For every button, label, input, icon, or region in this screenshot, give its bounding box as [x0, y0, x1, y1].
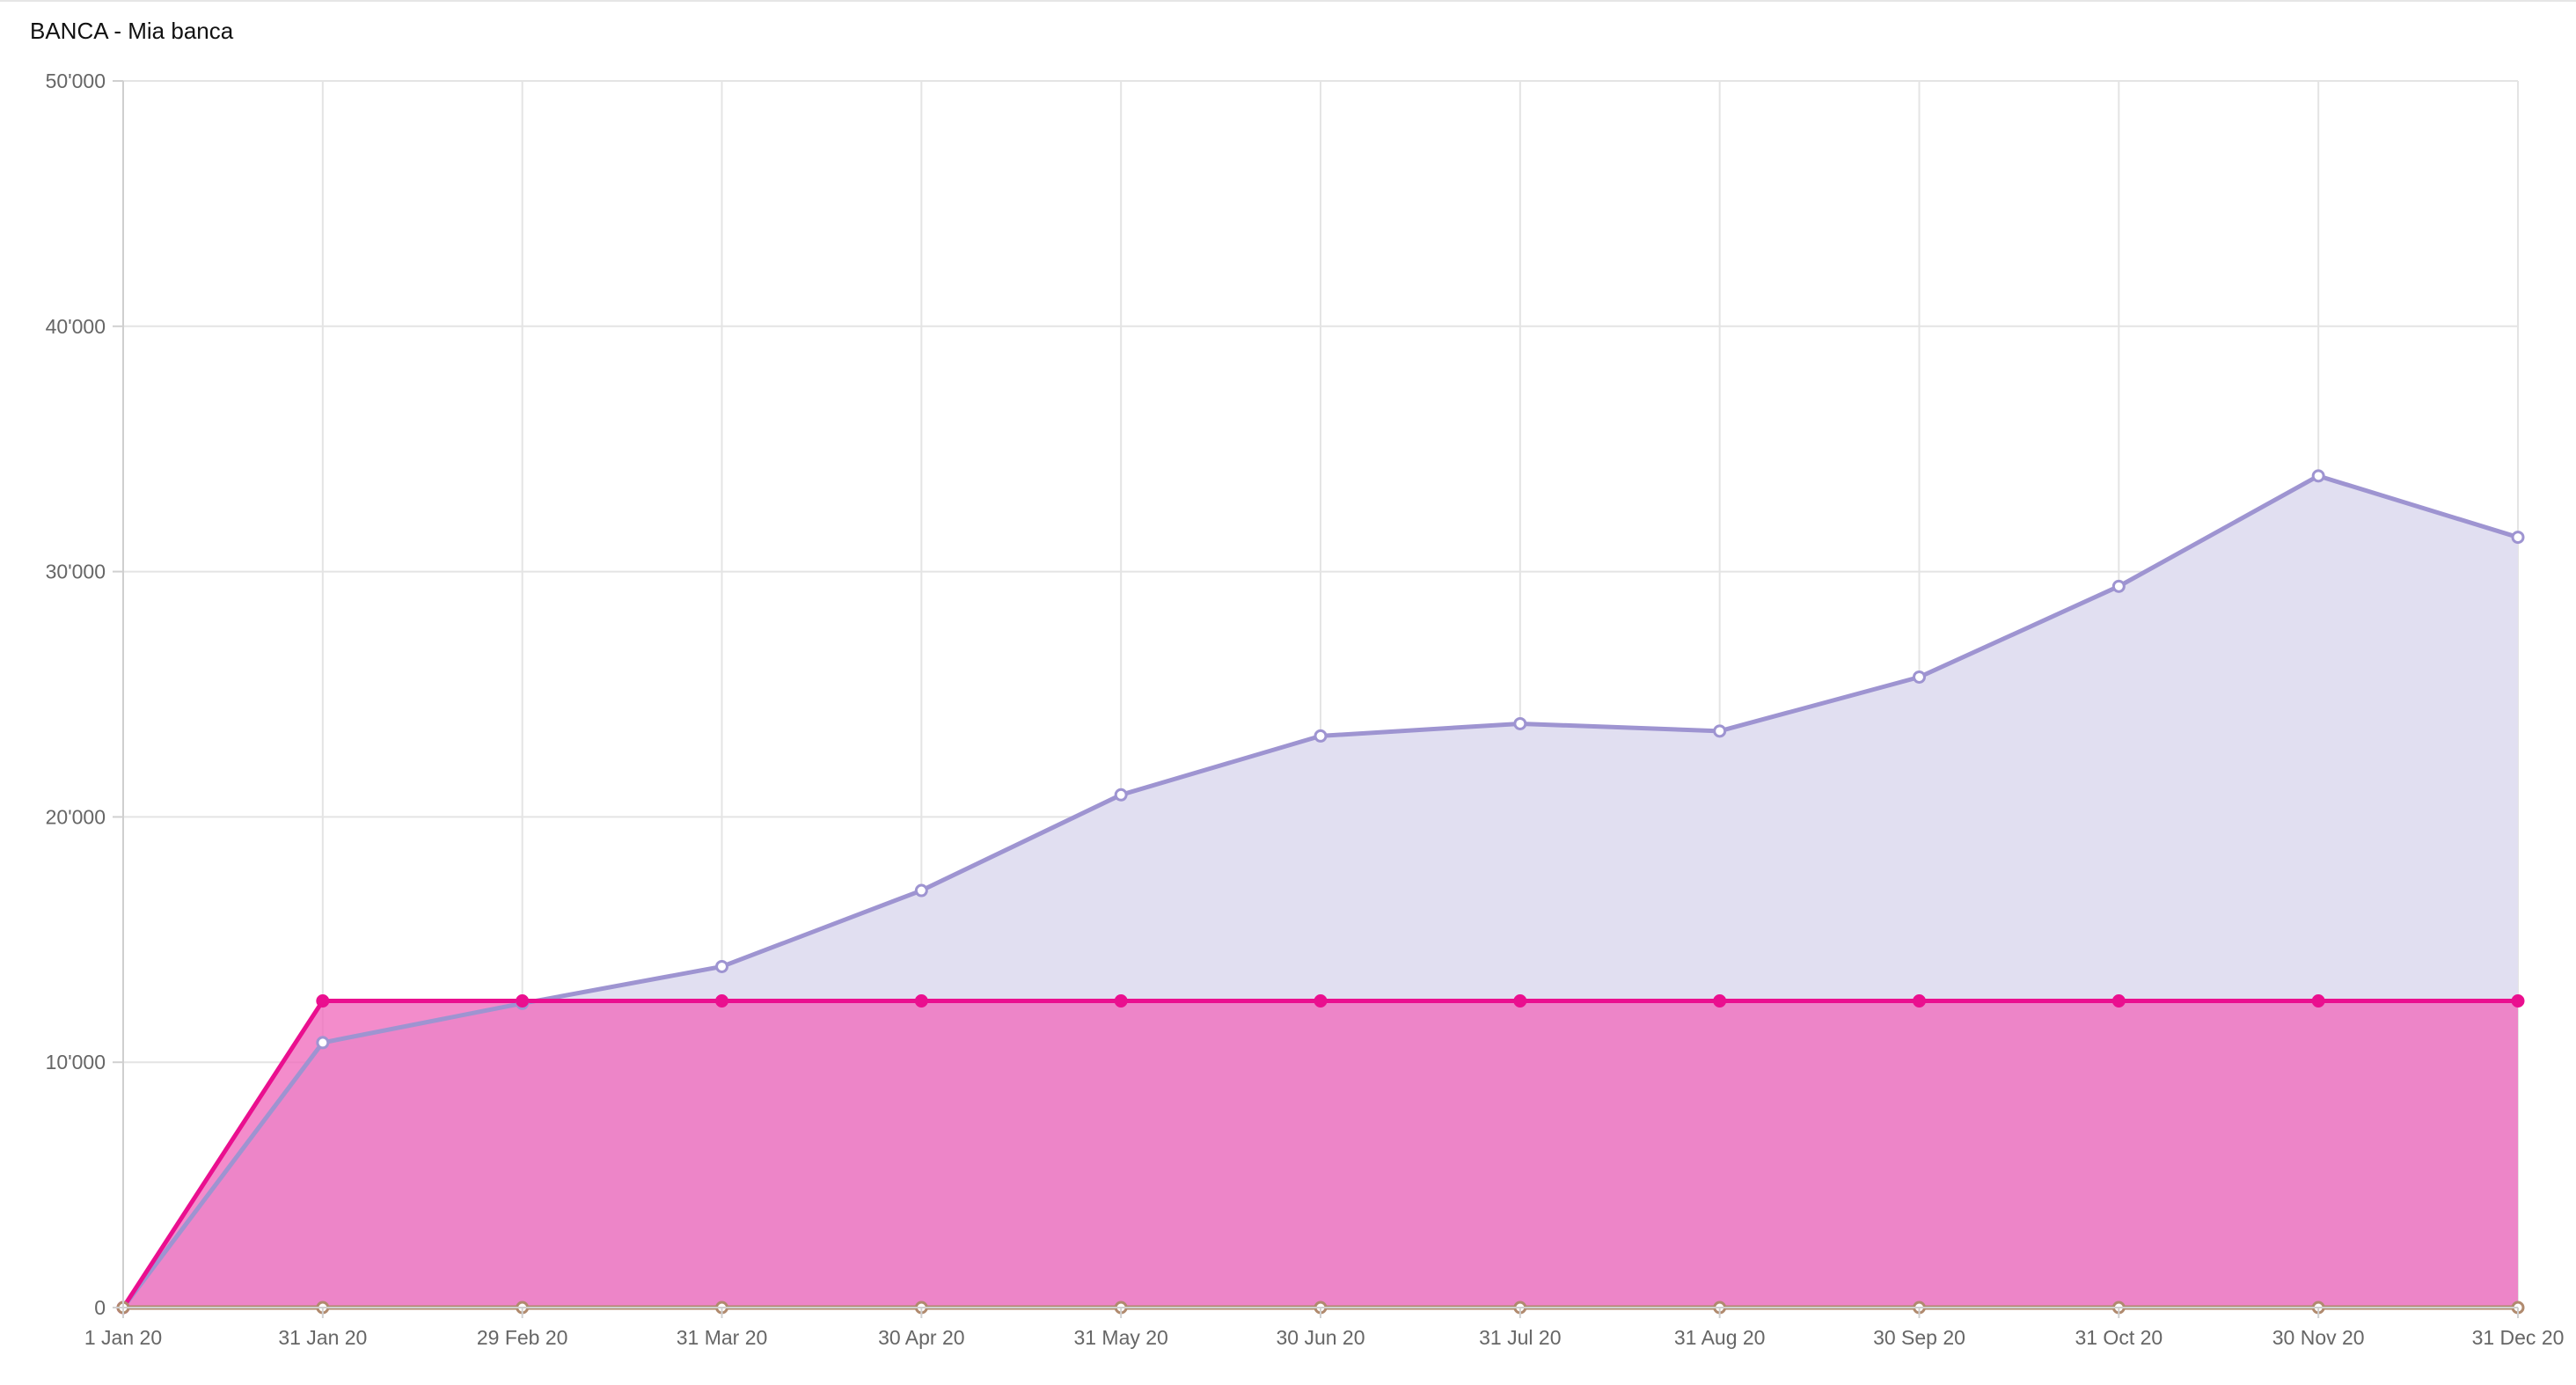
y-tick-label: 20'000	[46, 805, 106, 828]
series-layer	[116, 469, 2525, 1315]
y-tick-label: 0	[94, 1296, 106, 1319]
data-point	[914, 994, 928, 1008]
y-tick-label: 50'000	[46, 70, 106, 92]
x-tick-label: 1 Jan 20	[84, 1326, 162, 1349]
data-point	[1913, 670, 1926, 684]
data-point	[715, 959, 728, 973]
top-divider	[0, 0, 2576, 2]
data-point	[1314, 729, 1328, 743]
data-point	[2111, 994, 2126, 1008]
y-tick-label: 10'000	[46, 1051, 106, 1074]
x-tick-label: 31 Oct 20	[2075, 1326, 2163, 1349]
data-point	[914, 883, 928, 898]
x-tick-label: 30 Nov 20	[2272, 1326, 2365, 1349]
data-point	[2511, 531, 2525, 545]
data-point	[1114, 788, 1128, 802]
data-point	[1114, 994, 1128, 1008]
data-point	[2311, 994, 2325, 1008]
series-area-2	[123, 1000, 2518, 1308]
x-tick-label: 30 Jun 20	[1276, 1326, 1365, 1349]
x-tick-label: 31 Dec 20	[2472, 1326, 2565, 1349]
data-point	[1513, 716, 1527, 730]
x-tick-label: 31 May 20	[1073, 1326, 1167, 1349]
data-point	[516, 994, 530, 1008]
data-point	[1713, 994, 1727, 1008]
x-tick-label: 31 Mar 20	[677, 1326, 768, 1349]
data-point	[316, 994, 330, 1008]
data-point	[715, 994, 728, 1008]
x-tick-label: 31 Jul 20	[1479, 1326, 1561, 1349]
y-tick-label: 30'000	[46, 561, 106, 583]
data-point	[2311, 469, 2325, 483]
axes: 0 10'000 20'000 30'000 40'000 50'000 1 Jan 20 3…	[46, 70, 2565, 1349]
x-tick-label: 31 Aug 20	[1674, 1326, 1766, 1349]
data-point	[316, 1036, 330, 1050]
chart-title: BANCA - Mia banca	[30, 18, 234, 44]
x-tick-label: 30 Sep 20	[1873, 1326, 1965, 1349]
x-tick-label: 31 Jan 20	[278, 1326, 367, 1349]
data-point	[1913, 994, 1926, 1008]
data-point	[1314, 994, 1328, 1008]
data-point	[1713, 724, 1727, 738]
data-point	[2511, 994, 2525, 1008]
data-point	[1513, 994, 1527, 1008]
x-tick-label: 29 Feb 20	[477, 1326, 568, 1349]
x-tick-label: 30 Apr 20	[878, 1326, 964, 1349]
y-tick-label: 40'000	[46, 315, 106, 338]
data-point	[2111, 579, 2126, 593]
